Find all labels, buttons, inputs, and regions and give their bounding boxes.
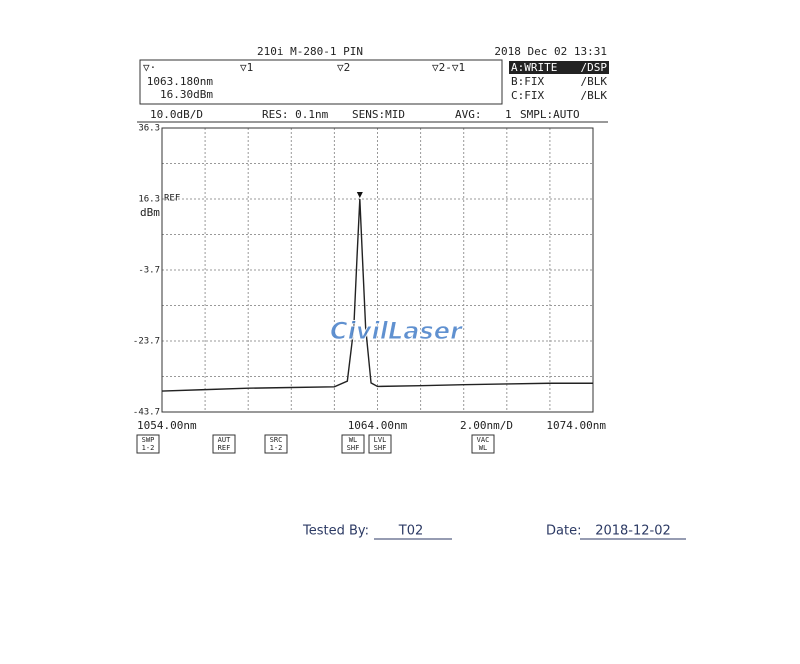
softkey-label: WL (479, 444, 487, 452)
y-unit: dBm (140, 206, 160, 219)
softkey-label: 1-2 (270, 444, 283, 452)
x-tick-label: 1054.00nm (137, 419, 197, 432)
timestamp: 2018 Dec 02 13:31 (494, 45, 607, 58)
softkey-label: 1-2 (142, 444, 155, 452)
y-tick-label: -23.7 (133, 337, 160, 347)
status-item: 10.0dB/D (150, 108, 203, 121)
softkey-label: SHF (347, 444, 360, 452)
softkey (136, 434, 160, 454)
chart-title: 210i M-280-1 PIN (257, 45, 363, 58)
trace-display: ∕BLK (581, 75, 608, 88)
marker-header: ▽· (143, 61, 156, 74)
y-tick-label: 36.3 (138, 124, 160, 134)
softkey (341, 434, 365, 454)
softkey-label: SRC (270, 436, 283, 444)
x-tick-label: 1064.00nm (348, 419, 408, 432)
softkey (264, 434, 288, 454)
date-label: Date: (546, 524, 581, 539)
trace-display: ∕DSP (581, 61, 608, 74)
status-item: 1 (505, 108, 512, 121)
softkey (368, 434, 392, 454)
softkey-label: SWP (142, 436, 155, 444)
spectrum-line (161, 198, 593, 392)
peak-marker (356, 192, 363, 198)
trace-mode: B:FIX (511, 75, 544, 88)
marker-wavelength: 1063.180nm (147, 75, 214, 88)
trace-mode: C:FIX (511, 89, 544, 102)
tested-by: T02 (398, 524, 423, 539)
softkey-label: VAC (477, 436, 490, 444)
trace-mode: A:WRITE (511, 61, 557, 74)
tested-by-label: Tested By: (302, 524, 369, 539)
plot-frame (161, 127, 594, 413)
marker-box (139, 59, 503, 105)
status-item: AVG: (455, 108, 482, 121)
marker-header: ▽2-▽1 (432, 61, 465, 74)
ref-label: REF (164, 194, 180, 204)
active-trace-highlight (509, 61, 609, 74)
y-tick-label: -43.7 (133, 408, 160, 418)
marker-header: ▽1 (240, 61, 253, 74)
status-item: SENS:MID (352, 108, 405, 121)
softkey-label: WL (349, 436, 357, 444)
trace-display: ∕BLK (581, 89, 608, 102)
status-item: SMPL:AUTO (520, 108, 580, 121)
x-scale-label: 2.00nm/D (460, 419, 513, 432)
date: 2018-12-02 (595, 524, 671, 539)
softkey (471, 434, 495, 454)
softkey-label: AUT (218, 436, 231, 444)
marker-level: 16.30dBm (160, 88, 213, 101)
marker-header: ▽2 (337, 61, 350, 74)
x-tick-label: 1074.00nm (546, 419, 606, 432)
status-item: RES: 0.1nm (262, 108, 329, 121)
softkey-label: REF (218, 444, 231, 452)
softkey (212, 434, 236, 454)
softkey-label: SHF (374, 444, 387, 452)
watermark: CivilLaser (330, 317, 464, 345)
y-tick-label: 16.3 (138, 195, 160, 205)
y-tick-label: -3.7 (138, 266, 160, 276)
softkey-label: LVL (374, 436, 387, 444)
